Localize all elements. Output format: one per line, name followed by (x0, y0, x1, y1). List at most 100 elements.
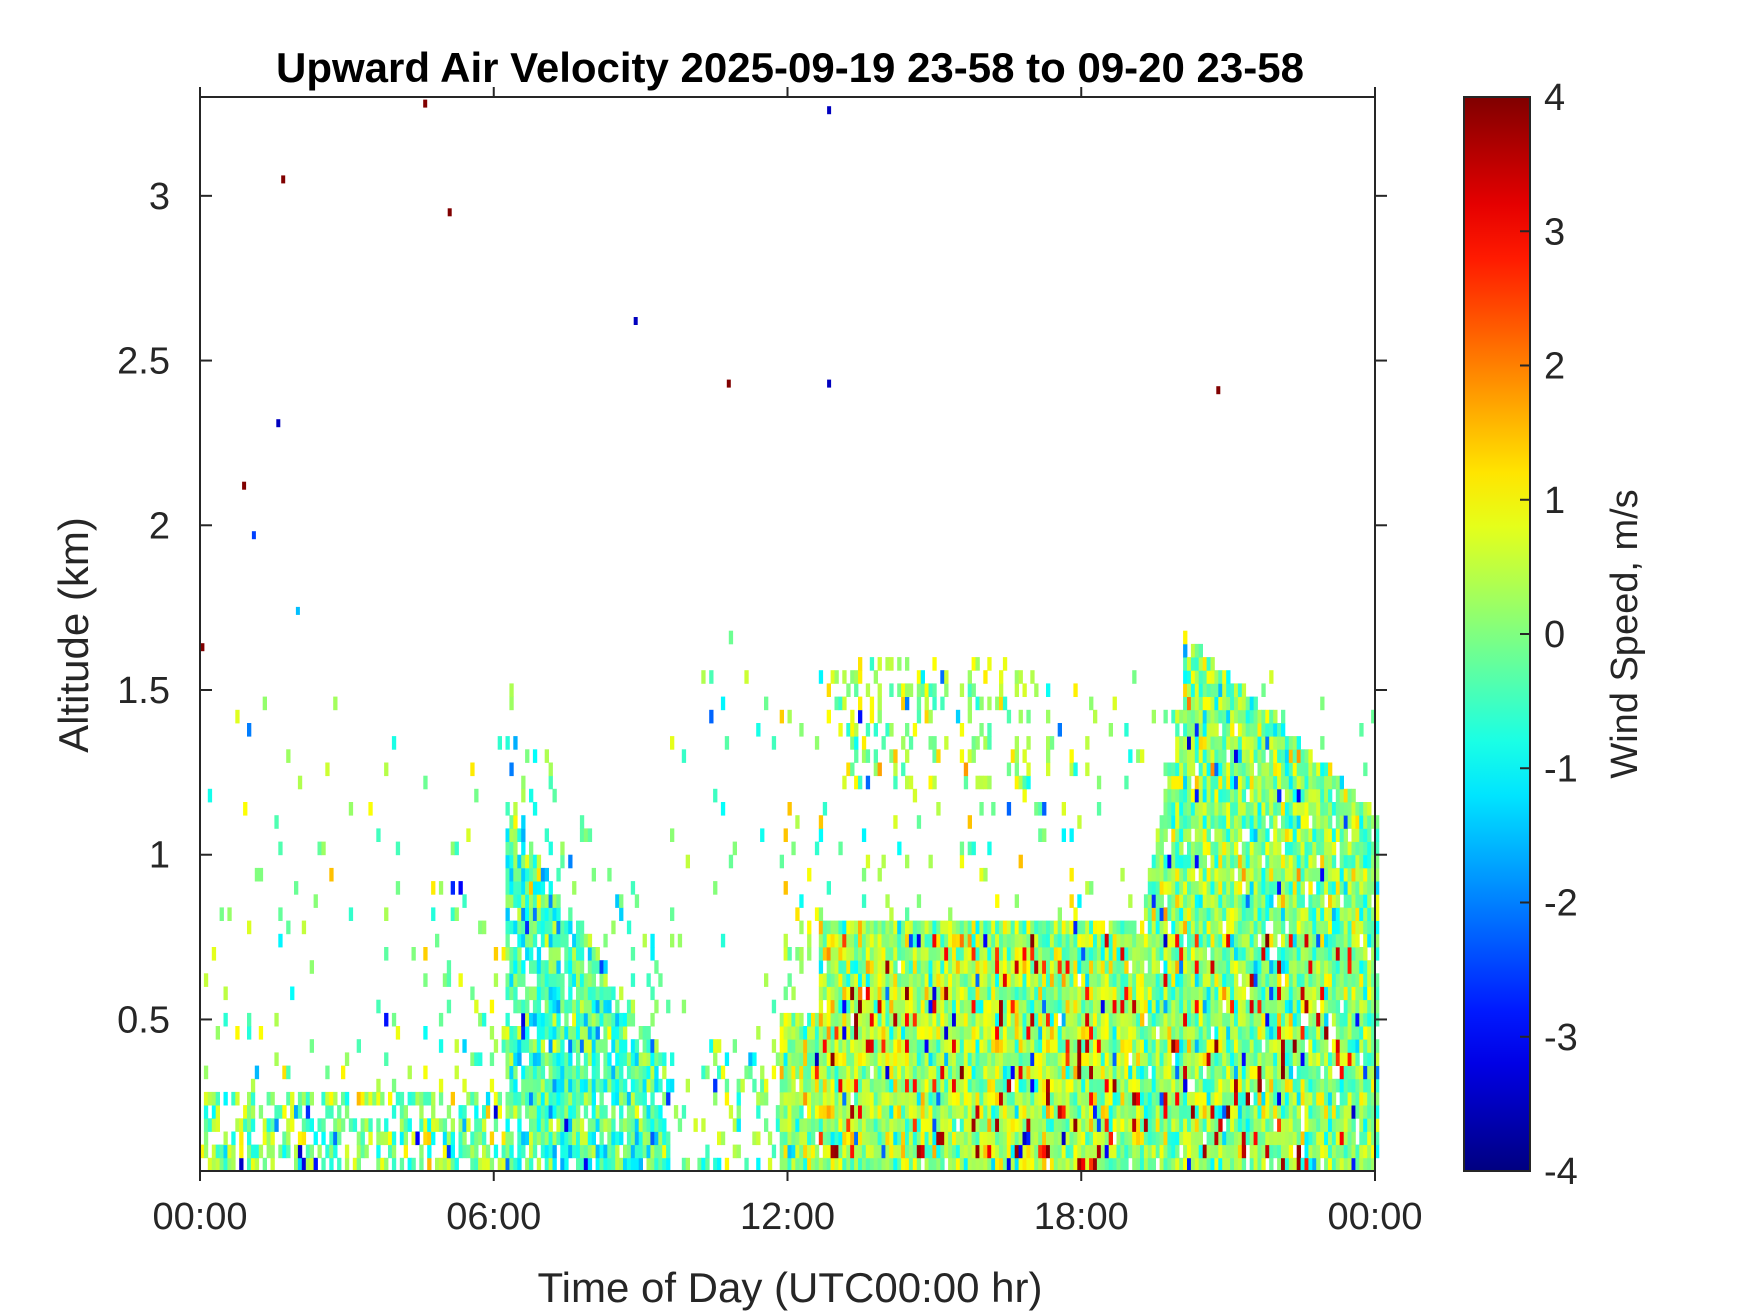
heatmap-cell (1206, 1105, 1211, 1119)
heatmap-cell (861, 736, 867, 750)
heatmap-cell (1335, 1052, 1341, 1066)
heatmap-cell (1167, 815, 1172, 829)
heatmap-cell (1022, 1065, 1027, 1080)
heatmap-cell (1265, 973, 1270, 987)
heatmap-cell (556, 1026, 561, 1040)
heatmap-cell (1371, 1078, 1376, 1093)
heatmap-cell (509, 1157, 514, 1172)
heatmap-cell (556, 933, 561, 948)
heatmap-cell (1347, 881, 1352, 895)
heatmap-cell (1234, 1078, 1239, 1093)
heatmap-cell (861, 1157, 867, 1172)
heatmap-cell (603, 933, 608, 948)
heatmap-cell (920, 947, 925, 961)
heatmap-cell (579, 1078, 585, 1093)
heatmap-cell (1085, 973, 1090, 987)
heatmap-cell (1261, 1065, 1266, 1080)
heatmap-cell (983, 1026, 988, 1040)
heatmap-cell (987, 1078, 992, 1093)
heatmap-cell (203, 1065, 209, 1080)
heatmap-cell (203, 1144, 209, 1159)
heatmap-cell (642, 1131, 647, 1146)
heatmap-cell (1210, 1091, 1215, 1106)
heatmap-cell (834, 1052, 839, 1066)
heatmap-cell (881, 736, 886, 750)
heatmap-cell (1367, 1012, 1372, 1027)
heatmap-cell (247, 723, 252, 737)
heatmap-cell (1257, 841, 1262, 856)
heatmap-cell (1077, 1052, 1082, 1066)
heatmap-cell (971, 657, 976, 671)
heatmap-cell (548, 907, 553, 921)
heatmap-cell (1331, 907, 1337, 921)
heatmap-cell (1183, 696, 1188, 711)
heatmap-cell (1375, 947, 1380, 961)
heatmap-cell (1249, 1026, 1254, 1040)
heatmap-cell (1281, 1065, 1286, 1080)
heatmap-cell (869, 709, 875, 724)
heatmap-cell (1324, 947, 1329, 961)
heatmap-cell (1316, 1091, 1321, 1106)
heatmap-cell (1183, 643, 1188, 658)
heatmap-cell (435, 1157, 440, 1172)
heatmap-cell (1022, 947, 1027, 961)
heatmap-cell (1265, 788, 1270, 803)
heatmap-cell (1073, 1052, 1078, 1066)
heatmap-cell (1300, 1065, 1305, 1080)
heatmap-cell (1042, 1052, 1047, 1066)
heatmap-cell (1296, 828, 1301, 842)
heatmap-cell (583, 1026, 589, 1040)
heatmap-cell (297, 1105, 303, 1119)
heatmap-cell (1261, 802, 1266, 816)
heatmap-cell (1265, 947, 1270, 961)
heatmap-cell (1328, 802, 1333, 816)
heatmap-cell (521, 828, 526, 842)
heatmap-cell (1061, 1091, 1066, 1106)
heatmap-cell (928, 1091, 933, 1106)
heatmap-cell (1253, 736, 1258, 750)
heatmap-cell (901, 999, 906, 1014)
heatmap-cell (270, 1118, 275, 1132)
heatmap-cell (1179, 920, 1184, 935)
heatmap-cell (1261, 1026, 1266, 1040)
heatmap-cell (337, 1118, 342, 1132)
heatmap-cell (294, 1157, 299, 1172)
heatmap-cell (1085, 1026, 1090, 1040)
heatmap-cell (1081, 933, 1086, 948)
heatmap-cell (576, 986, 581, 1001)
heatmap-cell (348, 802, 354, 816)
heatmap-cell (1167, 894, 1172, 908)
heatmap-cell (873, 1157, 878, 1172)
heatmap-cell (1073, 973, 1078, 987)
heatmap-cell (858, 1065, 863, 1080)
heatmap-cell (850, 920, 855, 935)
heatmap-cell (1077, 815, 1082, 829)
heatmap-cell (861, 1065, 867, 1080)
heatmap-cell (908, 1091, 914, 1106)
heatmap-cell (842, 1118, 847, 1132)
heatmap-cell (1241, 1105, 1247, 1119)
heatmap-cell (1112, 986, 1117, 1001)
heatmap-cell (971, 1118, 976, 1132)
heatmap-cell (1245, 947, 1250, 961)
heatmap-cell (1222, 1091, 1227, 1106)
heatmap-cell (1116, 947, 1121, 961)
heatmap-cell (1163, 1012, 1168, 1027)
heatmap-cell (250, 1157, 256, 1172)
heatmap-cell (826, 947, 831, 961)
heatmap-cell (270, 1144, 275, 1159)
heatmap-cell (231, 1157, 236, 1172)
heatmap-cell (650, 986, 655, 1001)
heatmap-cell (587, 960, 593, 974)
heatmap-cell (928, 736, 933, 750)
heatmap-cell (1171, 986, 1176, 1001)
heatmap-cell (873, 960, 878, 974)
heatmap-cell (431, 907, 436, 921)
heatmap-cell (1265, 723, 1270, 737)
heatmap-cell (548, 960, 553, 974)
heatmap-cell (1202, 788, 1207, 803)
heatmap-cell (587, 1012, 593, 1027)
heatmap-cell (247, 1012, 252, 1027)
heatmap-cell (1155, 841, 1160, 856)
heatmap-cell (807, 947, 812, 961)
